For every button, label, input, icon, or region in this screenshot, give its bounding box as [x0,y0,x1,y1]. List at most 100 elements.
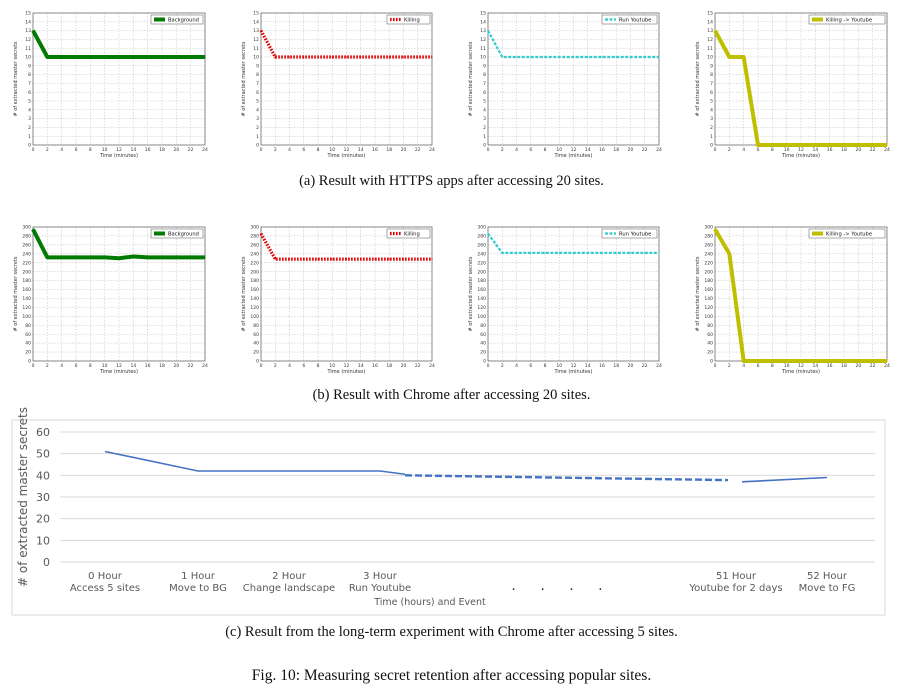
x-tick-label: 18 [613,363,619,369]
data-point [829,144,831,146]
x-tick-label: Run Youtube [349,583,411,594]
data-point [530,56,532,58]
x-tick-label: Access 5 sites [70,583,140,594]
x-tick-label: 12 [798,147,804,153]
x-tick-label: 6 [757,147,760,153]
x-tick-label: 24 [656,363,662,369]
y-tick-label: 5 [483,99,486,105]
x-tick-label: 14 [812,147,818,153]
y-tick-label: 5 [28,99,31,105]
y-tick-label: 80 [253,323,259,329]
plot-frame [487,12,660,146]
data-point [872,360,874,362]
legend-box [150,14,204,25]
data-point [46,56,48,58]
data-point [274,258,276,260]
y-tick-label: 13 [480,28,486,34]
data-point [786,360,788,362]
data-point [132,56,134,58]
y-tick-label: 9 [256,63,259,69]
x-tick-label: 3 Hour [363,571,398,582]
x-tick-label: 4 [515,147,518,153]
plot-frame [32,226,206,362]
x-tick-label: 0 [714,147,717,153]
y-tick-label: 8 [28,72,31,78]
y-tick-label: 3 [710,116,713,122]
y-tick-label: 6 [256,90,259,96]
y-tick-label: 10 [253,55,259,61]
plot-frame [487,226,660,362]
legend-box [601,228,658,239]
x-tick-label: 20 [401,147,407,153]
data-point [843,360,845,362]
data-point [629,56,632,58]
x-tick-label: 4 [288,363,291,369]
y-tick-label: 13 [707,28,713,34]
y-tick-label: 14 [25,19,31,25]
x-tick-label: 10 [556,363,562,369]
x-tick-label: 4 [60,363,63,369]
legend-label: Run Youtube [619,18,651,24]
data-point [374,56,376,58]
data-point [714,30,716,32]
data-point [629,252,632,254]
y-tick-label: 160 [22,287,31,293]
x-axis-label: Time (minutes) [781,369,820,375]
x-tick-label: 24 [202,363,208,369]
x-axis-label: Time (minutes) [554,153,593,159]
y-tick-label: 300 [250,225,259,231]
data-point [757,360,759,362]
data-point [61,56,63,58]
data-point [147,56,149,58]
y-tick-label: 2 [28,125,31,131]
data-point [61,256,63,258]
x-tick-label: 22 [188,363,194,369]
y-tick-label: 11 [707,46,713,52]
x-tick-label: 8 [89,147,92,153]
x-tick-label: 52 Hour [807,571,848,582]
data-point [175,256,177,258]
data-point [345,56,348,58]
y-tick-label: 280 [22,234,31,240]
data-point [402,258,405,260]
data-point [558,252,560,254]
y-tick-label: 2 [710,125,713,131]
data-point [487,30,489,32]
data-point [601,252,603,254]
x-tick-label: 6 [529,363,532,369]
data-point [331,56,333,58]
x-tick-label: 6 [757,363,760,369]
data-point [872,144,874,146]
data-point [303,258,305,260]
y-tick-label: 2 [483,125,486,131]
x-tick-label: 8 [317,147,320,153]
y-tick-label: 9 [483,63,486,69]
x-tick-label: 14 [585,363,591,369]
y-tick-label: 4 [710,107,713,113]
y-tick-label: 10 [480,55,486,61]
x-tick-label: Move to BG [169,583,227,594]
y-tick-label: 8 [256,72,259,78]
x-tick-label: Move to FG [799,583,856,594]
x-tick-label: 16 [145,147,151,153]
y-tick-label: 0 [28,359,31,365]
x-tick-label: 2 [501,363,504,369]
y-tick-label: 60 [36,426,50,439]
y-tick-label: 80 [25,323,31,329]
y-tick-label: 14 [480,19,486,25]
x-tick-label: 8 [544,147,547,153]
x-tick-label: 8 [771,363,774,369]
x-tick-label: 2 [274,363,277,369]
y-tick-label: 10 [25,55,31,61]
y-axis-label: # of extracted master secrets [13,41,19,116]
x-axis-label: Time (minutes) [781,153,820,159]
y-tick-label: 220 [22,260,31,266]
data-point [771,360,773,362]
y-tick-label: 14 [707,19,713,25]
y-tick-label: 1 [256,134,259,140]
data-point [118,257,120,259]
y-axis-label: # of extracted master secrets [241,41,247,116]
y-tick-label: 7 [256,81,259,87]
chart-c-frame [11,419,886,616]
x-tick-label: 12 [571,363,577,369]
